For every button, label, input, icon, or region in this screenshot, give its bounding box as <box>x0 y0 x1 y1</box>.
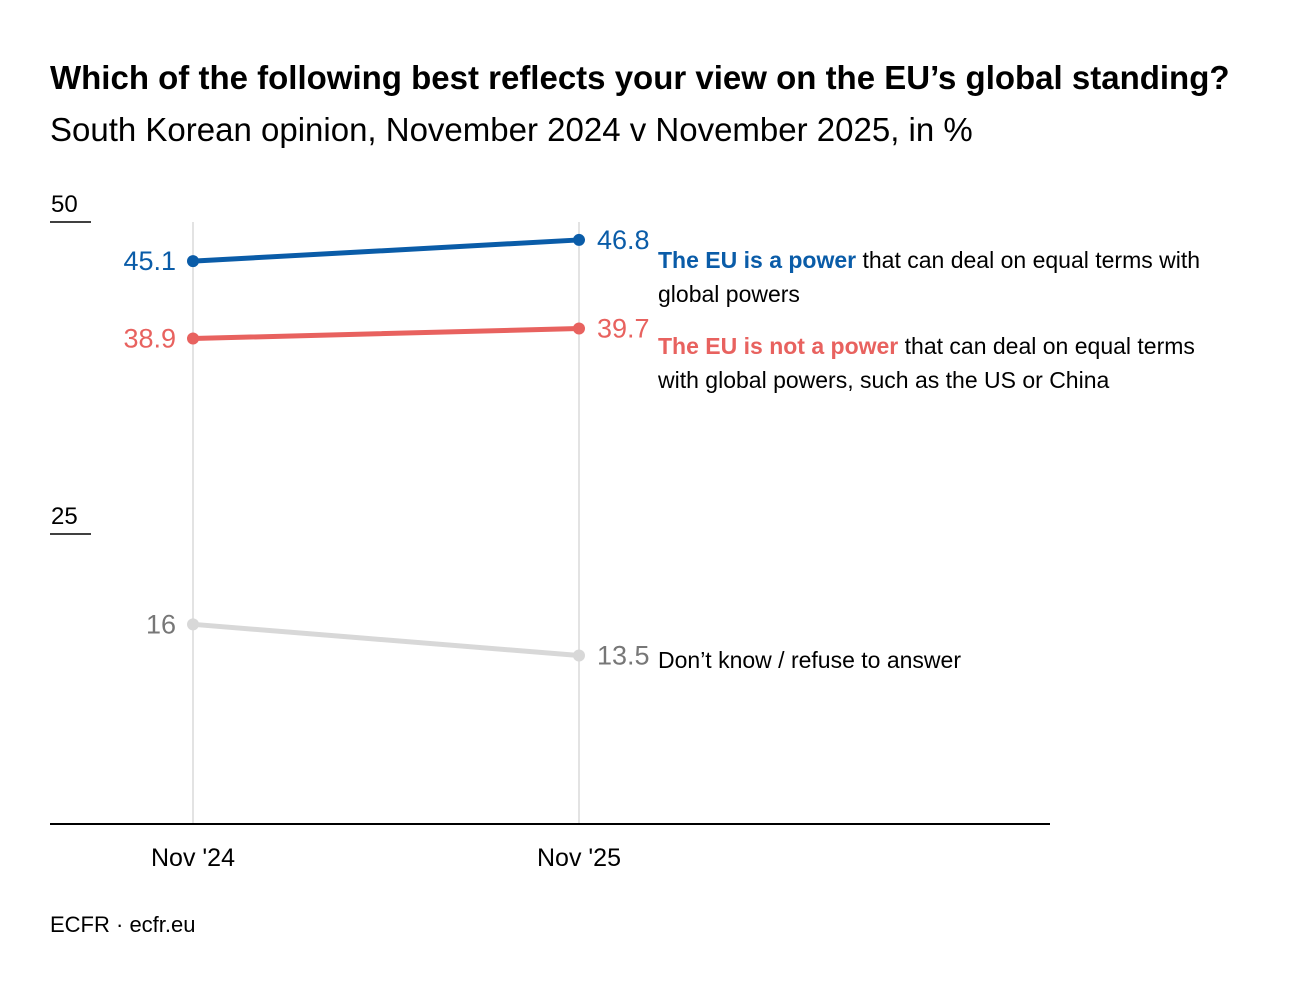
y-tick-label-25: 25 <box>51 503 78 530</box>
data-point-power-2 <box>573 233 585 246</box>
x-tick-label-2: Nov '25 <box>537 844 621 872</box>
legend-eu-not-power: The EU is not a power that can deal on e… <box>658 329 1218 397</box>
value-label-power-1: 45.1 <box>123 246 176 276</box>
y-tick-label-50: 50 <box>51 191 78 218</box>
legend-eu-is-power-bold: The EU is a power <box>658 247 857 273</box>
legend-eu-not-power-bold: The EU is not a power <box>658 333 899 359</box>
series-line-power <box>190 237 582 264</box>
value-label-dontknow-1: 16 <box>146 609 176 639</box>
series-line-dontknow <box>190 621 582 659</box>
source-credit: ECFR · ecfr.eu <box>50 912 196 937</box>
legend-dont-know-text: Don’t know / refuse to answer <box>658 647 961 673</box>
value-label-notpower-1: 38.9 <box>123 324 176 354</box>
chart-title: Which of the following best reflects you… <box>50 52 1260 156</box>
data-point-notpower-2 <box>573 322 585 335</box>
series-line-notpower <box>190 326 582 342</box>
value-label-notpower-2: 39.7 <box>597 314 650 344</box>
value-label-power-2: 46.8 <box>597 225 650 255</box>
data-point-power-1 <box>187 255 199 268</box>
x-tick-label-1: Nov '24 <box>151 844 235 872</box>
legend-eu-is-power: The EU is a power that can deal on equal… <box>658 243 1218 311</box>
legend-eu-not-power-text: that can deal on equal terms with global… <box>658 333 1195 393</box>
legend-eu-is-power-text: that can deal on equal terms with global… <box>658 247 1201 307</box>
data-point-notpower-1 <box>187 332 199 345</box>
legend-dont-know: Don’t know / refuse to answer <box>658 643 1218 677</box>
chart-subtitle: South Korean opinion, November 2024 v No… <box>50 111 973 148</box>
value-label-dontknow-2: 13.5 <box>597 641 650 671</box>
chart-title-question: Which of the following best reflects you… <box>50 59 1230 96</box>
data-point-dontknow-1 <box>187 618 199 631</box>
data-point-dontknow-2 <box>573 649 585 662</box>
